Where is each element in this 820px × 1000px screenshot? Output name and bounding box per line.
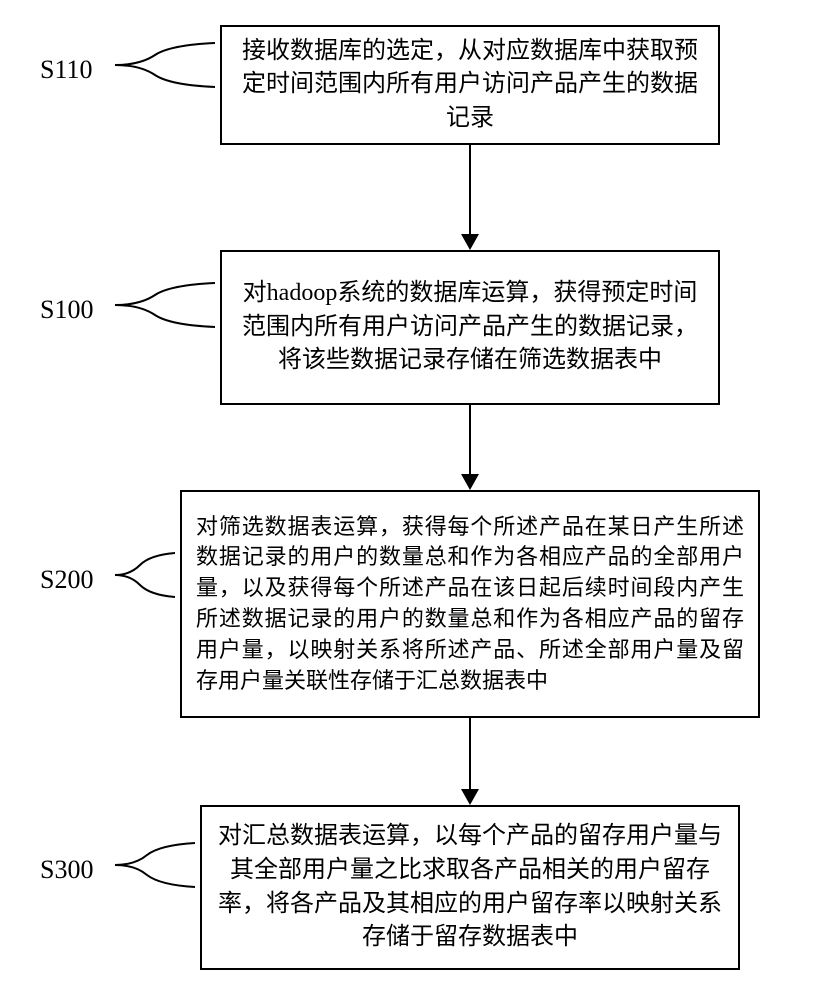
- step-label-s300: S300: [40, 855, 93, 885]
- step-label-s100: S100: [40, 295, 93, 325]
- label-text: S200: [40, 565, 93, 594]
- brace-s100: [115, 280, 215, 330]
- brace-s200: [115, 550, 175, 600]
- label-text: S100: [40, 295, 93, 324]
- step-box-s110: 接收数据库的选定，从对应数据库中获取预定时间范围内所有用户访问产品产生的数据记录: [220, 25, 720, 145]
- brace-s110: [115, 40, 215, 90]
- step-text: 对汇总数据表运算，以每个产品的留存用户量与其全部用户量之比求取各产品相关的用户留…: [216, 820, 724, 954]
- label-text: S300: [40, 855, 93, 884]
- step-box-s100: 对hadoop系统的数据库运算，获得预定时间范围内所有用户访问产品产生的数据记录…: [220, 250, 720, 405]
- step-box-s300: 对汇总数据表运算，以每个产品的留存用户量与其全部用户量之比求取各产品相关的用户留…: [200, 805, 740, 970]
- arrow-line-2: [469, 405, 471, 474]
- step-label-s110: S110: [40, 55, 93, 85]
- arrow-head-3: [461, 789, 479, 805]
- step-text: 对筛选数据表运算，获得每个所述产品在某日产生所述数据记录的用户的数量总和作为各相…: [196, 512, 744, 697]
- arrow-line-3: [469, 718, 471, 789]
- step-text: 对hadoop系统的数据库运算，获得预定时间范围内所有用户访问产品产生的数据记录…: [236, 277, 704, 378]
- flowchart-container: S110 接收数据库的选定，从对应数据库中获取预定时间范围内所有用户访问产品产生…: [0, 0, 820, 1000]
- step-box-s200: 对筛选数据表运算，获得每个所述产品在某日产生所述数据记录的用户的数量总和作为各相…: [180, 490, 760, 718]
- arrow-head-2: [461, 474, 479, 490]
- label-text: S110: [40, 55, 93, 84]
- arrow-head-1: [461, 234, 479, 250]
- brace-s300: [115, 840, 195, 890]
- step-text: 接收数据库的选定，从对应数据库中获取预定时间范围内所有用户访问产品产生的数据记录: [236, 35, 704, 136]
- arrow-line-1: [469, 145, 471, 234]
- step-label-s200: S200: [40, 565, 93, 595]
